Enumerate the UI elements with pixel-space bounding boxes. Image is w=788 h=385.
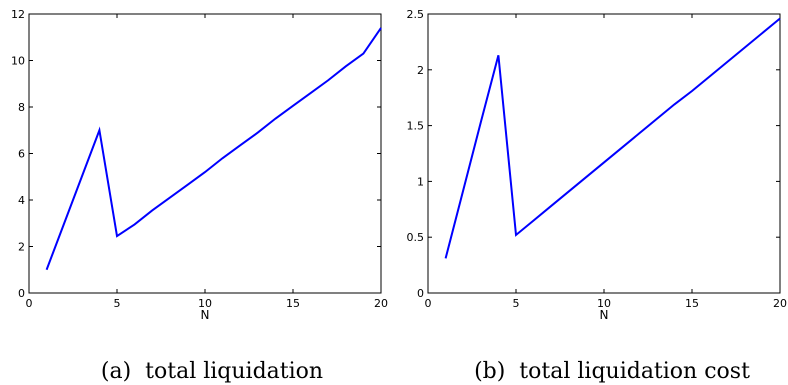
figure-caption: (b) total liquidation cost	[474, 359, 750, 384]
y-tick-label: 4	[18, 194, 25, 207]
y-tick-label: 8	[18, 101, 25, 114]
y-tick-label: 2.5	[407, 8, 425, 21]
axes-box	[28, 13, 382, 294]
panel-total-liquidation-cost: 0 5 10 15 20 0 0.5 1 1.5 2 2.5 N (b) total liquidati…	[407, 8, 788, 384]
x-tick-label: 20	[773, 297, 787, 310]
y-tick-label: 1	[417, 175, 424, 188]
y-tick-label: 0.5	[407, 231, 425, 244]
y-tick-label: 2	[417, 64, 424, 77]
x-axis-label: N	[201, 308, 210, 322]
axes-box	[427, 13, 781, 294]
y-tick-label: 2	[18, 241, 25, 254]
series-line	[45, 27, 382, 271]
x-tick-label: 5	[114, 297, 121, 310]
y-tick-label: 0	[18, 287, 25, 300]
x-tick-label: 0	[425, 297, 432, 310]
y-tick-label: 1.5	[407, 120, 425, 133]
x-tick-label: 0	[26, 297, 33, 310]
x-tick-label: 10	[198, 297, 212, 310]
y-tick-label: 10	[11, 55, 25, 68]
x-tick-label: 5	[513, 297, 520, 310]
y-tick-label: 12	[11, 8, 25, 21]
panel-total-liquidation: 0 5 10 15 20 0 2 4 6 8 10 12 N (a) total liquidation	[11, 8, 388, 384]
y-tick-label: 0	[417, 287, 424, 300]
x-tick-label: 10	[597, 297, 611, 310]
series-line	[444, 17, 781, 259]
x-tick-label: 15	[286, 297, 300, 310]
x-tick-label: 15	[685, 297, 699, 310]
figure-caption: (a) total liquidation	[101, 359, 323, 384]
y-tick-label: 6	[18, 148, 25, 161]
x-tick-label: 20	[374, 297, 388, 310]
x-axis-label: N	[600, 308, 609, 322]
